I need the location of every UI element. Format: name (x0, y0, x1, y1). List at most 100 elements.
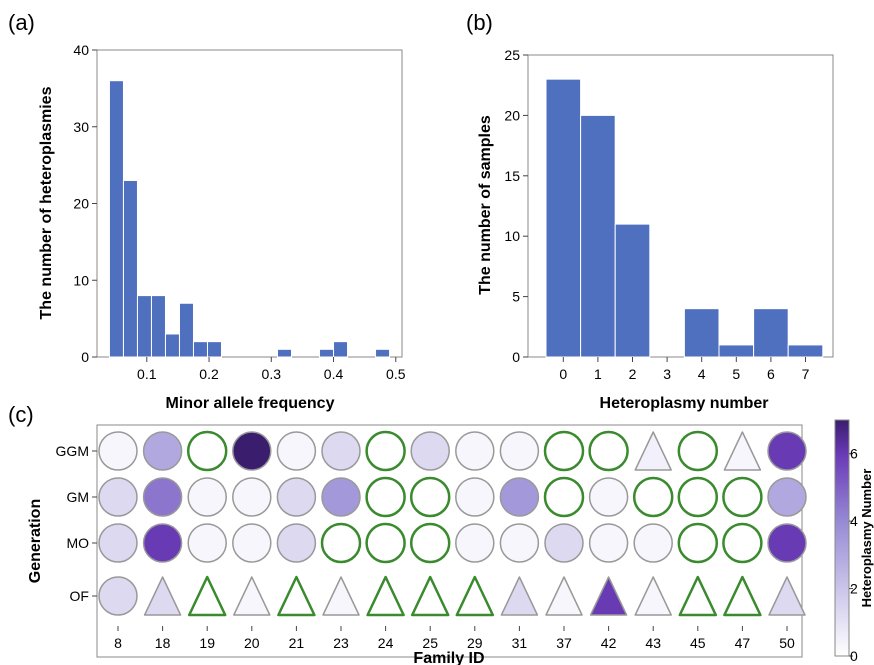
cell-circle (365, 476, 406, 518)
cell-triangle (455, 575, 495, 617)
cell-circle (455, 477, 495, 517)
cell-circle (543, 430, 585, 472)
cell-triangle (366, 575, 405, 617)
y-tick-label: 0 (512, 349, 520, 365)
bar (206, 341, 222, 358)
bar (787, 344, 824, 358)
y-tick-label: 15 (504, 168, 520, 184)
family-id-label: 29 (467, 635, 483, 651)
cell-circle (142, 523, 183, 563)
cell-circle (632, 476, 674, 518)
panel-a-x-axis-label: Minor allele frequency (166, 395, 335, 412)
cell-circle (677, 430, 719, 472)
cell-circle (98, 431, 138, 471)
x-tick-label: 0 (559, 366, 567, 382)
colorbar-tick-label: 6 (850, 446, 858, 462)
cell-circle (321, 477, 361, 517)
panel-b-y-ticks: 0 5 10 15 20 25 (504, 47, 528, 365)
family-id-label: 24 (378, 635, 394, 651)
panel-a-label: (a) (8, 10, 35, 35)
cell-circle (232, 477, 272, 517)
generation-label: GM (66, 489, 89, 505)
cell-circle (186, 430, 228, 472)
cell-triangle (634, 431, 672, 471)
x-tick-label: 5 (732, 366, 740, 382)
y-tick-label: 5 (512, 289, 520, 305)
bar (178, 302, 194, 358)
panel-b-frame (527, 54, 834, 358)
cell-circle (633, 523, 673, 563)
x-tick-label: 1 (594, 366, 602, 382)
cell-circle (588, 477, 629, 517)
x-tick-label: 0.1 (137, 366, 157, 382)
cell-circle (276, 477, 317, 517)
cell-circle (98, 477, 138, 517)
cell-circle (722, 522, 763, 564)
cell-triangle (634, 576, 672, 616)
cell-circle (320, 522, 362, 564)
panel-a-y-ticks: 0 10 20 30 40 (73, 42, 97, 365)
panel-c-label: (c) (8, 402, 34, 427)
family-id-label: 43 (645, 635, 661, 651)
cell-circle (677, 522, 719, 564)
bar (683, 308, 720, 358)
colorbar-tick-label: 2 (850, 581, 858, 597)
panel-b-x-axis-label: Heteroplasmy number (600, 395, 769, 412)
y-tick-label: 40 (73, 42, 89, 58)
panel-c-cells (98, 430, 807, 617)
cell-triangle (723, 575, 762, 617)
histogram-minor-allele-frequency: 0 10 20 30 40 0.1 0.2 0.3 0.4 0.5 Minor allele f… (38, 42, 406, 412)
y-tick-label: 0 (81, 349, 89, 365)
family-id-label: 45 (690, 635, 706, 651)
bar (580, 114, 616, 358)
cell-triangle (187, 575, 227, 617)
cell-circle (588, 523, 629, 563)
generation-label: GGM (56, 443, 89, 459)
panel-b-bars (545, 78, 824, 358)
bar (333, 341, 349, 358)
cell-circle (767, 431, 807, 471)
bar (108, 80, 124, 358)
bar (192, 341, 208, 358)
x-tick-label: 6 (767, 366, 775, 382)
cell-circle (677, 476, 719, 518)
x-tick-label: 2 (629, 366, 637, 382)
bar (375, 348, 391, 358)
y-tick-label: 25 (504, 47, 520, 63)
cell-triangle (723, 431, 762, 471)
cell-circle (543, 476, 585, 518)
cell-triangle (143, 576, 182, 616)
cell-circle (142, 477, 183, 517)
bar (614, 223, 651, 358)
bar (136, 295, 152, 358)
family-id-label: 25 (422, 635, 438, 651)
cell-circle (544, 523, 584, 563)
family-id-label: 8 (114, 635, 122, 651)
x-tick-label: 7 (802, 366, 810, 382)
x-tick-label: 0.5 (386, 366, 406, 382)
cell-triangle (678, 575, 718, 617)
cell-circle (767, 523, 807, 563)
bar (164, 333, 180, 358)
colorbar-label: Heteroplasmy Number (859, 469, 874, 608)
cell-circle (499, 431, 540, 471)
family-id-label: 21 (289, 635, 305, 651)
cell-circle (187, 477, 227, 517)
y-tick-label: 10 (73, 272, 89, 288)
x-tick-label: 0.4 (324, 366, 344, 382)
family-id-label: 18 (155, 635, 171, 651)
bar (718, 344, 755, 358)
family-id-label: 37 (556, 635, 572, 651)
colorbar (834, 419, 850, 657)
cell-circle (365, 522, 406, 564)
cell-circle (722, 476, 763, 518)
family-id-label: 42 (601, 635, 617, 651)
cell-circle (588, 430, 629, 472)
cell-circle (499, 523, 540, 563)
bar (319, 348, 335, 358)
cell-triangle (589, 576, 628, 616)
generation-label: OF (70, 588, 89, 604)
